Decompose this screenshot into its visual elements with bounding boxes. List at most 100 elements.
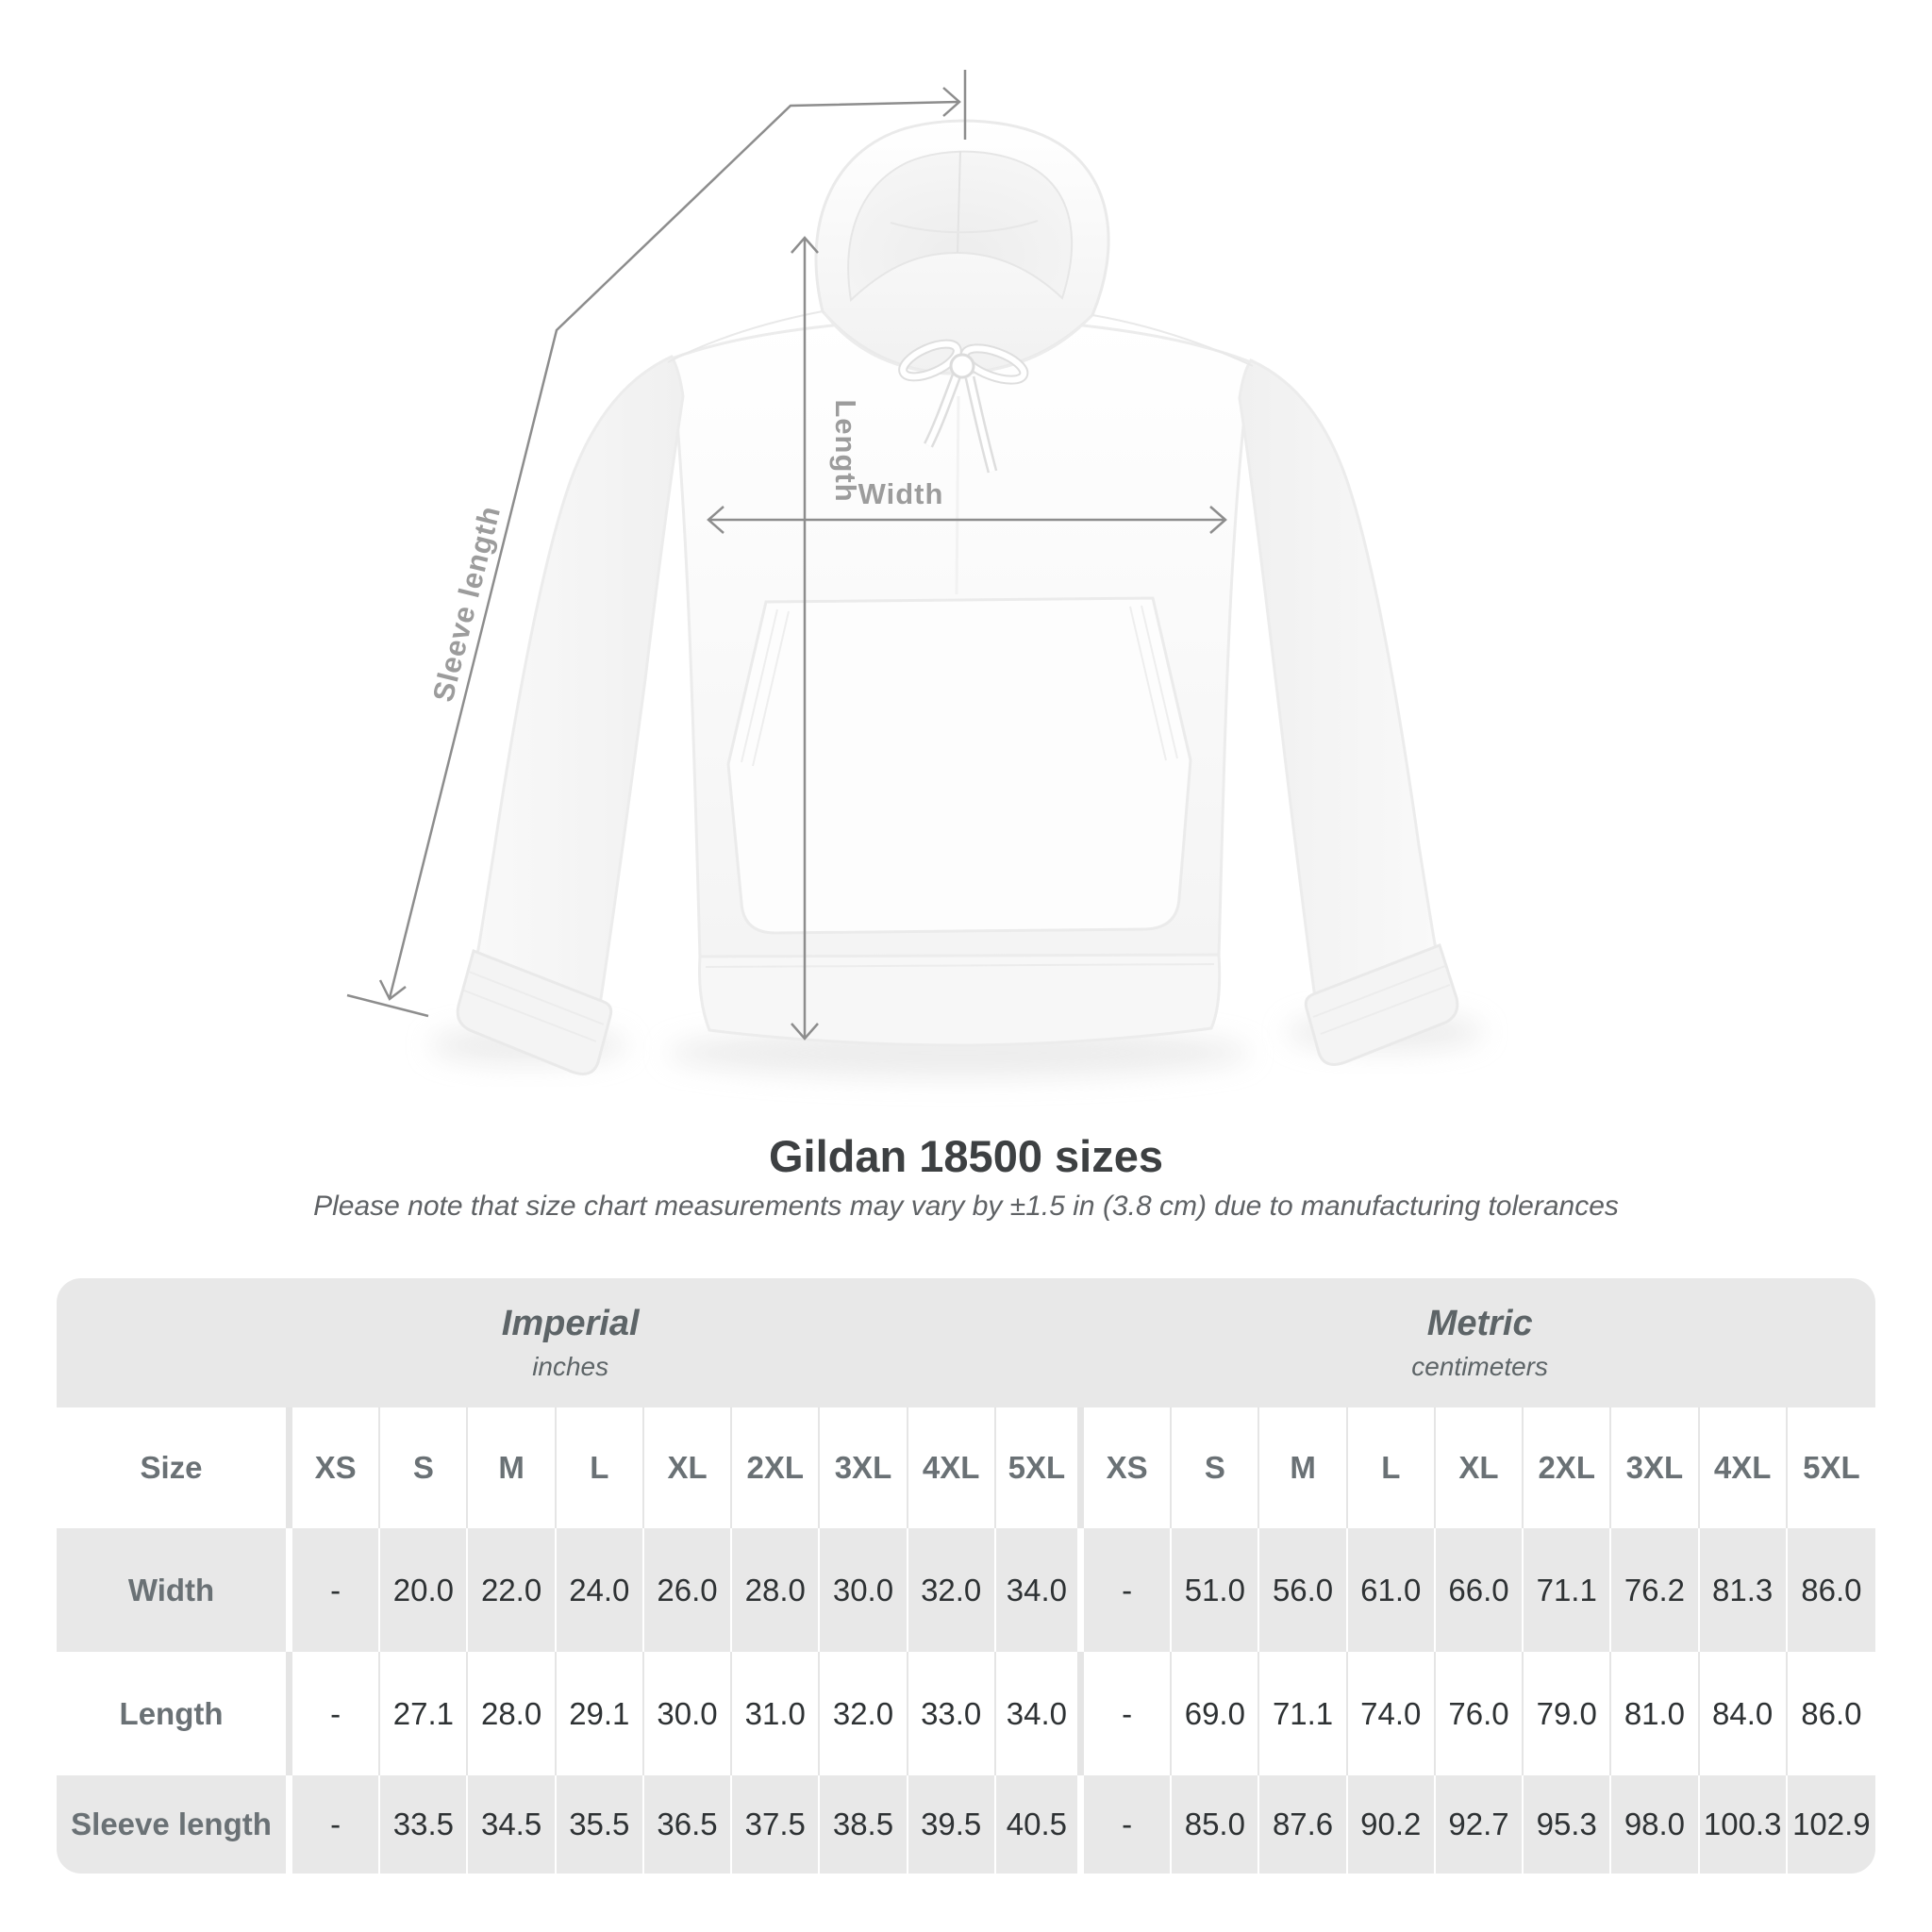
width-cell: 71.1: [1524, 1528, 1612, 1652]
length-cell: -: [292, 1652, 381, 1775]
width-cell: 56.0: [1259, 1528, 1348, 1652]
kangaroo-pocket: [726, 596, 1192, 935]
sleeve-length-end-tick-bottom: [346, 993, 429, 1018]
sleeve-cell: 87.6: [1259, 1775, 1348, 1874]
row-label-sleeve-length: Sleeve length: [57, 1775, 293, 1874]
length-arrowhead-top: [791, 236, 819, 254]
length-cell: 76.0: [1436, 1652, 1524, 1775]
width-cell: 51.0: [1172, 1528, 1260, 1652]
left-sleeve: [475, 355, 685, 1008]
sleeve-cell: 35.5: [557, 1775, 644, 1874]
width-cell: 81.3: [1700, 1528, 1788, 1652]
sleeve-cell: 38.5: [820, 1775, 908, 1874]
sleeve-length-arrowhead-right: [942, 87, 961, 117]
size-header-cell: L: [1348, 1407, 1436, 1528]
metric-title: Metric: [1426, 1304, 1533, 1343]
metric-unit: centimeters: [1411, 1352, 1548, 1381]
length-cell: 27.1: [380, 1652, 469, 1775]
width-cell: 20.0: [380, 1528, 469, 1652]
sleeve-cell: 98.0: [1611, 1775, 1700, 1874]
length-cell: 86.0: [1801, 1695, 1862, 1731]
sleeve-cell: 100.3: [1700, 1775, 1788, 1874]
width-cell: -: [1084, 1528, 1173, 1652]
sleeve-cell: 37.5: [732, 1775, 821, 1874]
size-column-header: Size: [57, 1407, 293, 1528]
length-cell: 30.0: [644, 1652, 733, 1775]
width-cell: 32.0: [908, 1528, 996, 1652]
sleeve-cell: 40.5: [996, 1775, 1085, 1874]
hood-gather-seam: [890, 220, 1039, 234]
unit-header-row: Imperial inches Metric centimeters: [57, 1278, 1875, 1407]
length-cell: -: [1084, 1652, 1173, 1775]
sleeve-cell: -: [292, 1775, 381, 1874]
pocket-stitching: [741, 605, 1178, 767]
size-header-cell: 4XL: [1700, 1407, 1788, 1528]
size-header-cell: XS: [1084, 1407, 1173, 1528]
length-cell: 29.1: [557, 1652, 644, 1775]
right-cuff-ribs: [1312, 965, 1451, 1035]
size-header-row: Size XS S M L XL 2XL 3XL 4XL 5XL XS S M …: [57, 1407, 1875, 1528]
width-cell: -: [292, 1528, 381, 1652]
right-sleeve: [1238, 358, 1438, 1001]
length-cell: 34.0: [996, 1652, 1085, 1775]
tolerance-note: Please note that size chart measurements…: [313, 1191, 1619, 1222]
width-cell: 26.0: [644, 1528, 733, 1652]
sleeve-length-arrowhead-bottom: [378, 979, 407, 1001]
collar-seam: [824, 312, 1091, 375]
hood-opening: [847, 150, 1074, 303]
sleeve-cell: 39.5: [908, 1775, 996, 1874]
row-label-width: Width: [57, 1528, 293, 1652]
sleeve-cell: 34.5: [468, 1775, 557, 1874]
imperial-header: Imperial inches: [57, 1278, 1084, 1407]
length-cell: 31.0: [732, 1652, 821, 1775]
hoodie-diagram: Sleeve length Length Width: [346, 70, 1484, 1077]
size-table: Imperial inches Metric centimeters Size …: [57, 1278, 1875, 1874]
length-row: Length - 27.1 28.0 29.1 30.0 31.0 32.0 3…: [57, 1652, 1875, 1775]
width-cell: 61.0: [1348, 1528, 1436, 1652]
length-cell: 71.1: [1259, 1652, 1348, 1775]
size-header-cell: XL: [644, 1407, 733, 1528]
width-row: Width - 20.0 22.0 24.0 26.0 28.0 30.0 32…: [57, 1528, 1875, 1652]
hood-center-seam: [957, 150, 961, 254]
width-cell: 76.2: [1611, 1528, 1700, 1652]
width-cell: 30.0: [820, 1528, 908, 1652]
drawstring-bow: [898, 339, 1029, 474]
hem-seam: [705, 963, 1215, 968]
width-cell: 66.0: [1436, 1528, 1524, 1652]
page-title: Gildan 18500 sizes: [768, 1131, 1164, 1181]
sleeve-cell: 33.5: [380, 1775, 469, 1874]
sleeve-length-label: Sleeve length: [426, 502, 507, 705]
length-cell: 81.0: [1611, 1652, 1700, 1775]
center-crease: [955, 395, 960, 595]
width-cell: 86.0: [1801, 1572, 1862, 1607]
sleeve-length-row: Sleeve length - 33.5 34.5 35.5 36.5 37.5…: [57, 1775, 1875, 1874]
size-header-cell: M: [1259, 1407, 1348, 1528]
size-header-cell: 2XL: [1524, 1407, 1612, 1528]
width-label: Width: [858, 477, 944, 510]
size-header-cell: 5XL: [996, 1407, 1085, 1528]
sleeve-cell: 36.5: [644, 1775, 733, 1874]
metric-header: Metric centimeters: [1084, 1278, 1875, 1407]
length-cell: 32.0: [820, 1652, 908, 1775]
length-cell: 28.0: [468, 1652, 557, 1775]
length-cell: 74.0: [1348, 1652, 1436, 1775]
size-header-cell: M: [468, 1407, 557, 1528]
left-cuff-ribs: [463, 971, 605, 1042]
size-header-cell: 3XL: [820, 1407, 908, 1528]
measurement-annotations: [346, 70, 1227, 1041]
size-header-cell: 5XL: [1803, 1450, 1860, 1485]
sleeve-cell: 85.0: [1172, 1775, 1260, 1874]
length-cell: 84.0: [1700, 1652, 1788, 1775]
width-cell: 22.0: [468, 1528, 557, 1652]
length-label: Length: [829, 399, 862, 502]
hoodie-illustration: [429, 119, 1484, 1077]
size-header-cell: L: [557, 1407, 644, 1528]
size-header-cell: 3XL: [1611, 1407, 1700, 1528]
size-header-cell: XS: [292, 1407, 381, 1528]
size-header-cell: S: [1172, 1407, 1260, 1528]
size-header-cell: 4XL: [908, 1407, 996, 1528]
sleeve-cell: 102.9: [1792, 1807, 1871, 1841]
size-header-cell: S: [380, 1407, 469, 1528]
width-cell: 34.0: [996, 1528, 1085, 1652]
